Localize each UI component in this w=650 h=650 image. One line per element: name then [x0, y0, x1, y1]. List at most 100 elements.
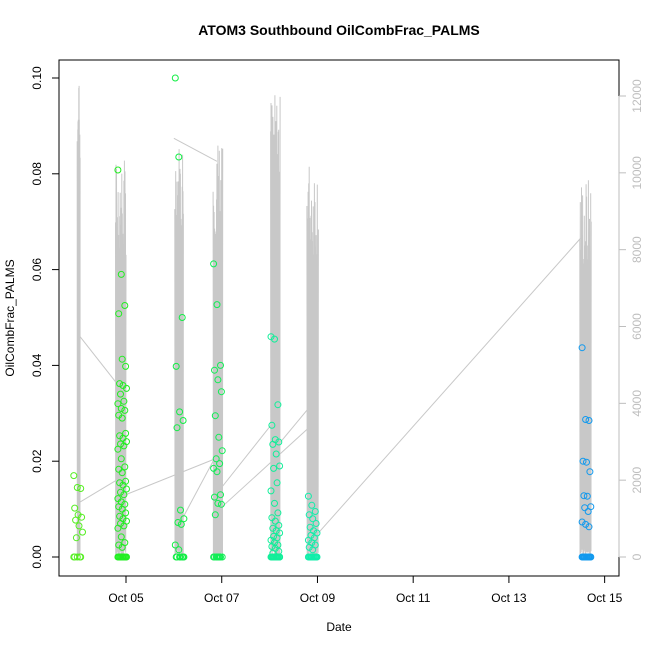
data-point: [123, 384, 130, 392]
data-point: [115, 541, 123, 549]
secondary-connector-line: [211, 414, 280, 500]
data-point: [268, 421, 276, 429]
y2-tick-label: 6000: [630, 313, 644, 340]
y2-tick-label: 4000: [630, 390, 644, 417]
data-point: [173, 424, 181, 432]
data-point: [118, 355, 126, 363]
data-point: [73, 484, 81, 491]
data-point: [311, 508, 319, 515]
data-point: [79, 528, 86, 536]
data-point: [115, 503, 123, 511]
data-point: [119, 481, 127, 489]
data-point: [583, 492, 591, 500]
data-point: [117, 533, 125, 541]
data-point: [586, 468, 594, 476]
data-point: [177, 520, 185, 528]
secondary-connector-line: [273, 403, 314, 450]
y-tick-label: 0.10: [30, 66, 44, 90]
data-point: [309, 515, 317, 523]
data-point: [175, 546, 183, 554]
data-point: [121, 302, 129, 309]
data-point: [312, 553, 320, 561]
x-tick-label: Oct 11: [396, 591, 431, 605]
data-point: [271, 499, 278, 507]
data-point: [121, 463, 129, 471]
data-point: [114, 400, 122, 408]
secondary-connector-line: [77, 333, 118, 385]
y2-tick-label: 2000: [630, 466, 644, 493]
data-point: [305, 553, 313, 561]
data-point: [579, 457, 587, 465]
data-point: [177, 506, 184, 514]
data-point: [71, 504, 79, 512]
y-axis-label: OilCombFrac_PALMS: [3, 259, 17, 376]
secondary-flight-trace: [306, 166, 319, 557]
secondary-flight-trace: [270, 95, 281, 557]
secondary-flight-trace: [579, 180, 592, 556]
data-point: [275, 438, 283, 446]
data-point: [114, 524, 122, 532]
data-point: [273, 479, 281, 487]
data-point: [122, 509, 130, 517]
data-point: [270, 464, 278, 472]
data-point: [177, 553, 184, 561]
x-tick-label: Oct 13: [491, 591, 527, 605]
y-tick-label: 0.08: [30, 162, 44, 186]
data-point: [120, 397, 128, 405]
data-point: [586, 553, 594, 561]
data-point: [309, 553, 317, 561]
data-point: [115, 553, 123, 561]
data-point: [272, 553, 280, 561]
x-tick-label: Oct 09: [300, 591, 336, 605]
secondary-connector-line: [317, 237, 582, 535]
y-tick-label: 0.00: [30, 545, 44, 569]
data-point: [118, 553, 126, 561]
data-point: [117, 390, 124, 398]
data-point: [583, 458, 590, 466]
data-point: [216, 460, 224, 468]
secondary-connector-line: [314, 391, 319, 396]
data-point: [308, 501, 316, 509]
data-point: [174, 519, 182, 526]
data-point: [211, 493, 218, 501]
data-point: [211, 366, 218, 374]
data-point: [180, 515, 188, 523]
data-point: [70, 472, 78, 480]
data-point: [305, 511, 313, 519]
secondary-connector-line: [221, 426, 311, 508]
data-point: [267, 487, 275, 495]
data-point: [117, 270, 125, 278]
secondary-connector-line: [173, 137, 218, 162]
data-point: [118, 543, 126, 551]
x-axis: Oct 05 Oct 07 Oct 09 Oct 11 Oct 13 Oct 15: [108, 575, 623, 605]
y2-tick-label: 8000: [630, 236, 644, 263]
data-point: [583, 553, 590, 561]
data-point: [274, 401, 282, 409]
data-point: [115, 310, 123, 318]
data-point: [117, 405, 125, 412]
data-point: [175, 153, 183, 161]
data-point: [117, 455, 125, 463]
data-point: [217, 491, 224, 499]
secondary-series: [76, 85, 592, 557]
data-point: [276, 462, 284, 470]
data-point: [271, 335, 278, 343]
data-point: [581, 504, 589, 512]
x-tick-label: Oct 05: [108, 591, 144, 605]
data-point: [312, 520, 320, 527]
x-tick-label: Oct 15: [587, 591, 623, 605]
data-point: [72, 534, 80, 542]
data-point: [114, 166, 122, 174]
data-point: [217, 500, 225, 508]
data-point: [210, 260, 218, 268]
secondary-y-axis: 0 2000 4000 6000 8000 10000 12000: [618, 79, 644, 560]
secondary-flight-trace: [174, 149, 184, 557]
data-point: [180, 553, 188, 561]
data-point: [578, 344, 586, 352]
secondary-flight-trace: [76, 85, 81, 557]
data-point: [118, 469, 126, 477]
secondary-connector-line: [77, 479, 117, 504]
data-point: [120, 491, 128, 499]
y-tick-label: 0.06: [30, 258, 44, 282]
data-point: [212, 455, 220, 463]
